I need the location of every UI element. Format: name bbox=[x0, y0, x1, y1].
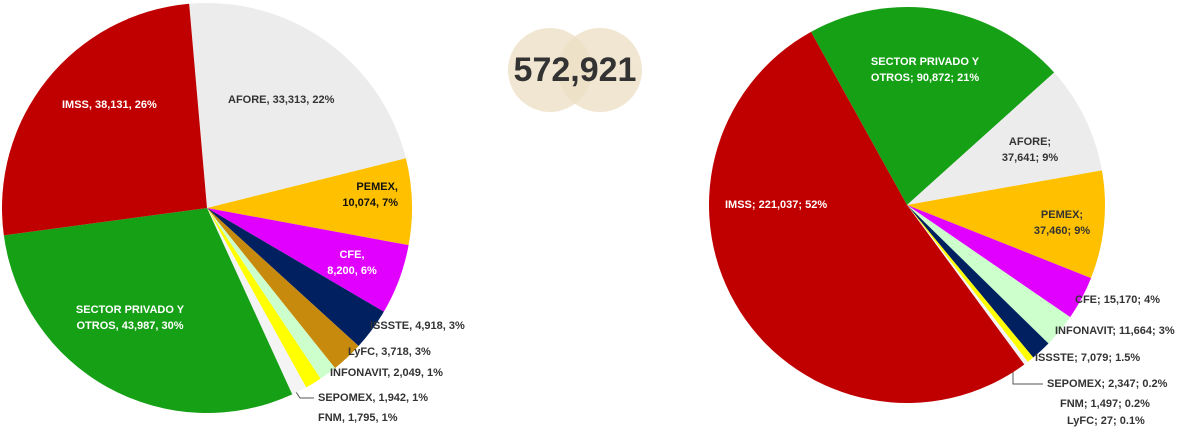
slice-label: AFORE, 33,313, 22% bbox=[228, 94, 335, 106]
slice-label: PEMEX; 37,460; 9% bbox=[1034, 209, 1090, 237]
slice-label: SEPOMEX; 2,347; 0.2% bbox=[1047, 378, 1168, 390]
pie-slice bbox=[907, 72, 1102, 206]
pie-slice bbox=[207, 208, 409, 312]
pie-slice bbox=[811, 7, 1055, 205]
slice-label: ISSSTE; 7,079; 1.5% bbox=[1035, 352, 1140, 364]
pie-slice bbox=[907, 205, 1028, 365]
pie-slice bbox=[207, 208, 335, 379]
slice-label: INFONAVIT; 11,664; 3% bbox=[1055, 325, 1175, 337]
pie-slice bbox=[207, 208, 321, 388]
pie-slice bbox=[907, 205, 1034, 362]
slice-label: AFORE; 37,641; 9% bbox=[1002, 136, 1058, 164]
slice-label: IMSS, 38,131, 26% bbox=[62, 99, 157, 111]
slice-label: FNM; 1,497; 0.2% bbox=[1060, 398, 1150, 410]
pie-slice bbox=[907, 205, 1071, 344]
slice-label: SECTOR PRIVADO Y OTROS, 43,987, 30% bbox=[76, 304, 185, 332]
decor-circle bbox=[558, 28, 642, 112]
pie-slice bbox=[907, 205, 1049, 358]
slice-label: CFE; 15,170; 4% bbox=[1075, 294, 1160, 306]
slice-label: FNM, 1,795, 1% bbox=[318, 412, 398, 424]
pie-slice bbox=[207, 158, 413, 246]
pie-slice bbox=[907, 205, 1025, 365]
slice-label: LyFC, 3,718, 3% bbox=[348, 346, 431, 358]
slice-label: IMSS; 221,037; 52% bbox=[725, 199, 827, 211]
slice-label: CFE, 8,200, 6% bbox=[327, 249, 377, 277]
slice-label: SEPOMEX, 1,942, 1% bbox=[318, 392, 428, 404]
slice-label: INFONAVIT, 2,049, 1% bbox=[330, 367, 443, 379]
pie-slice bbox=[207, 208, 384, 347]
pie-slice bbox=[207, 208, 307, 395]
total: 572,921 bbox=[514, 51, 637, 89]
connector bbox=[1012, 368, 1043, 385]
pie-slice bbox=[2, 3, 207, 236]
slice-label: LyFC; 27; 0.1% bbox=[1067, 415, 1145, 427]
pie-slice bbox=[907, 205, 1092, 318]
pie-slice bbox=[207, 208, 359, 369]
pie-slice bbox=[907, 170, 1106, 279]
slice-label: SECTOR PRIVADO Y OTROS; 90,872; 21% bbox=[871, 56, 980, 84]
slice-label: PEMEX, 10,074, 7% bbox=[342, 181, 398, 209]
pie-slice bbox=[709, 31, 1025, 403]
slice-label: ISSSTE, 4,918, 3% bbox=[370, 320, 465, 332]
pie-slice bbox=[3, 208, 293, 413]
pie-slice bbox=[189, 2, 406, 208]
